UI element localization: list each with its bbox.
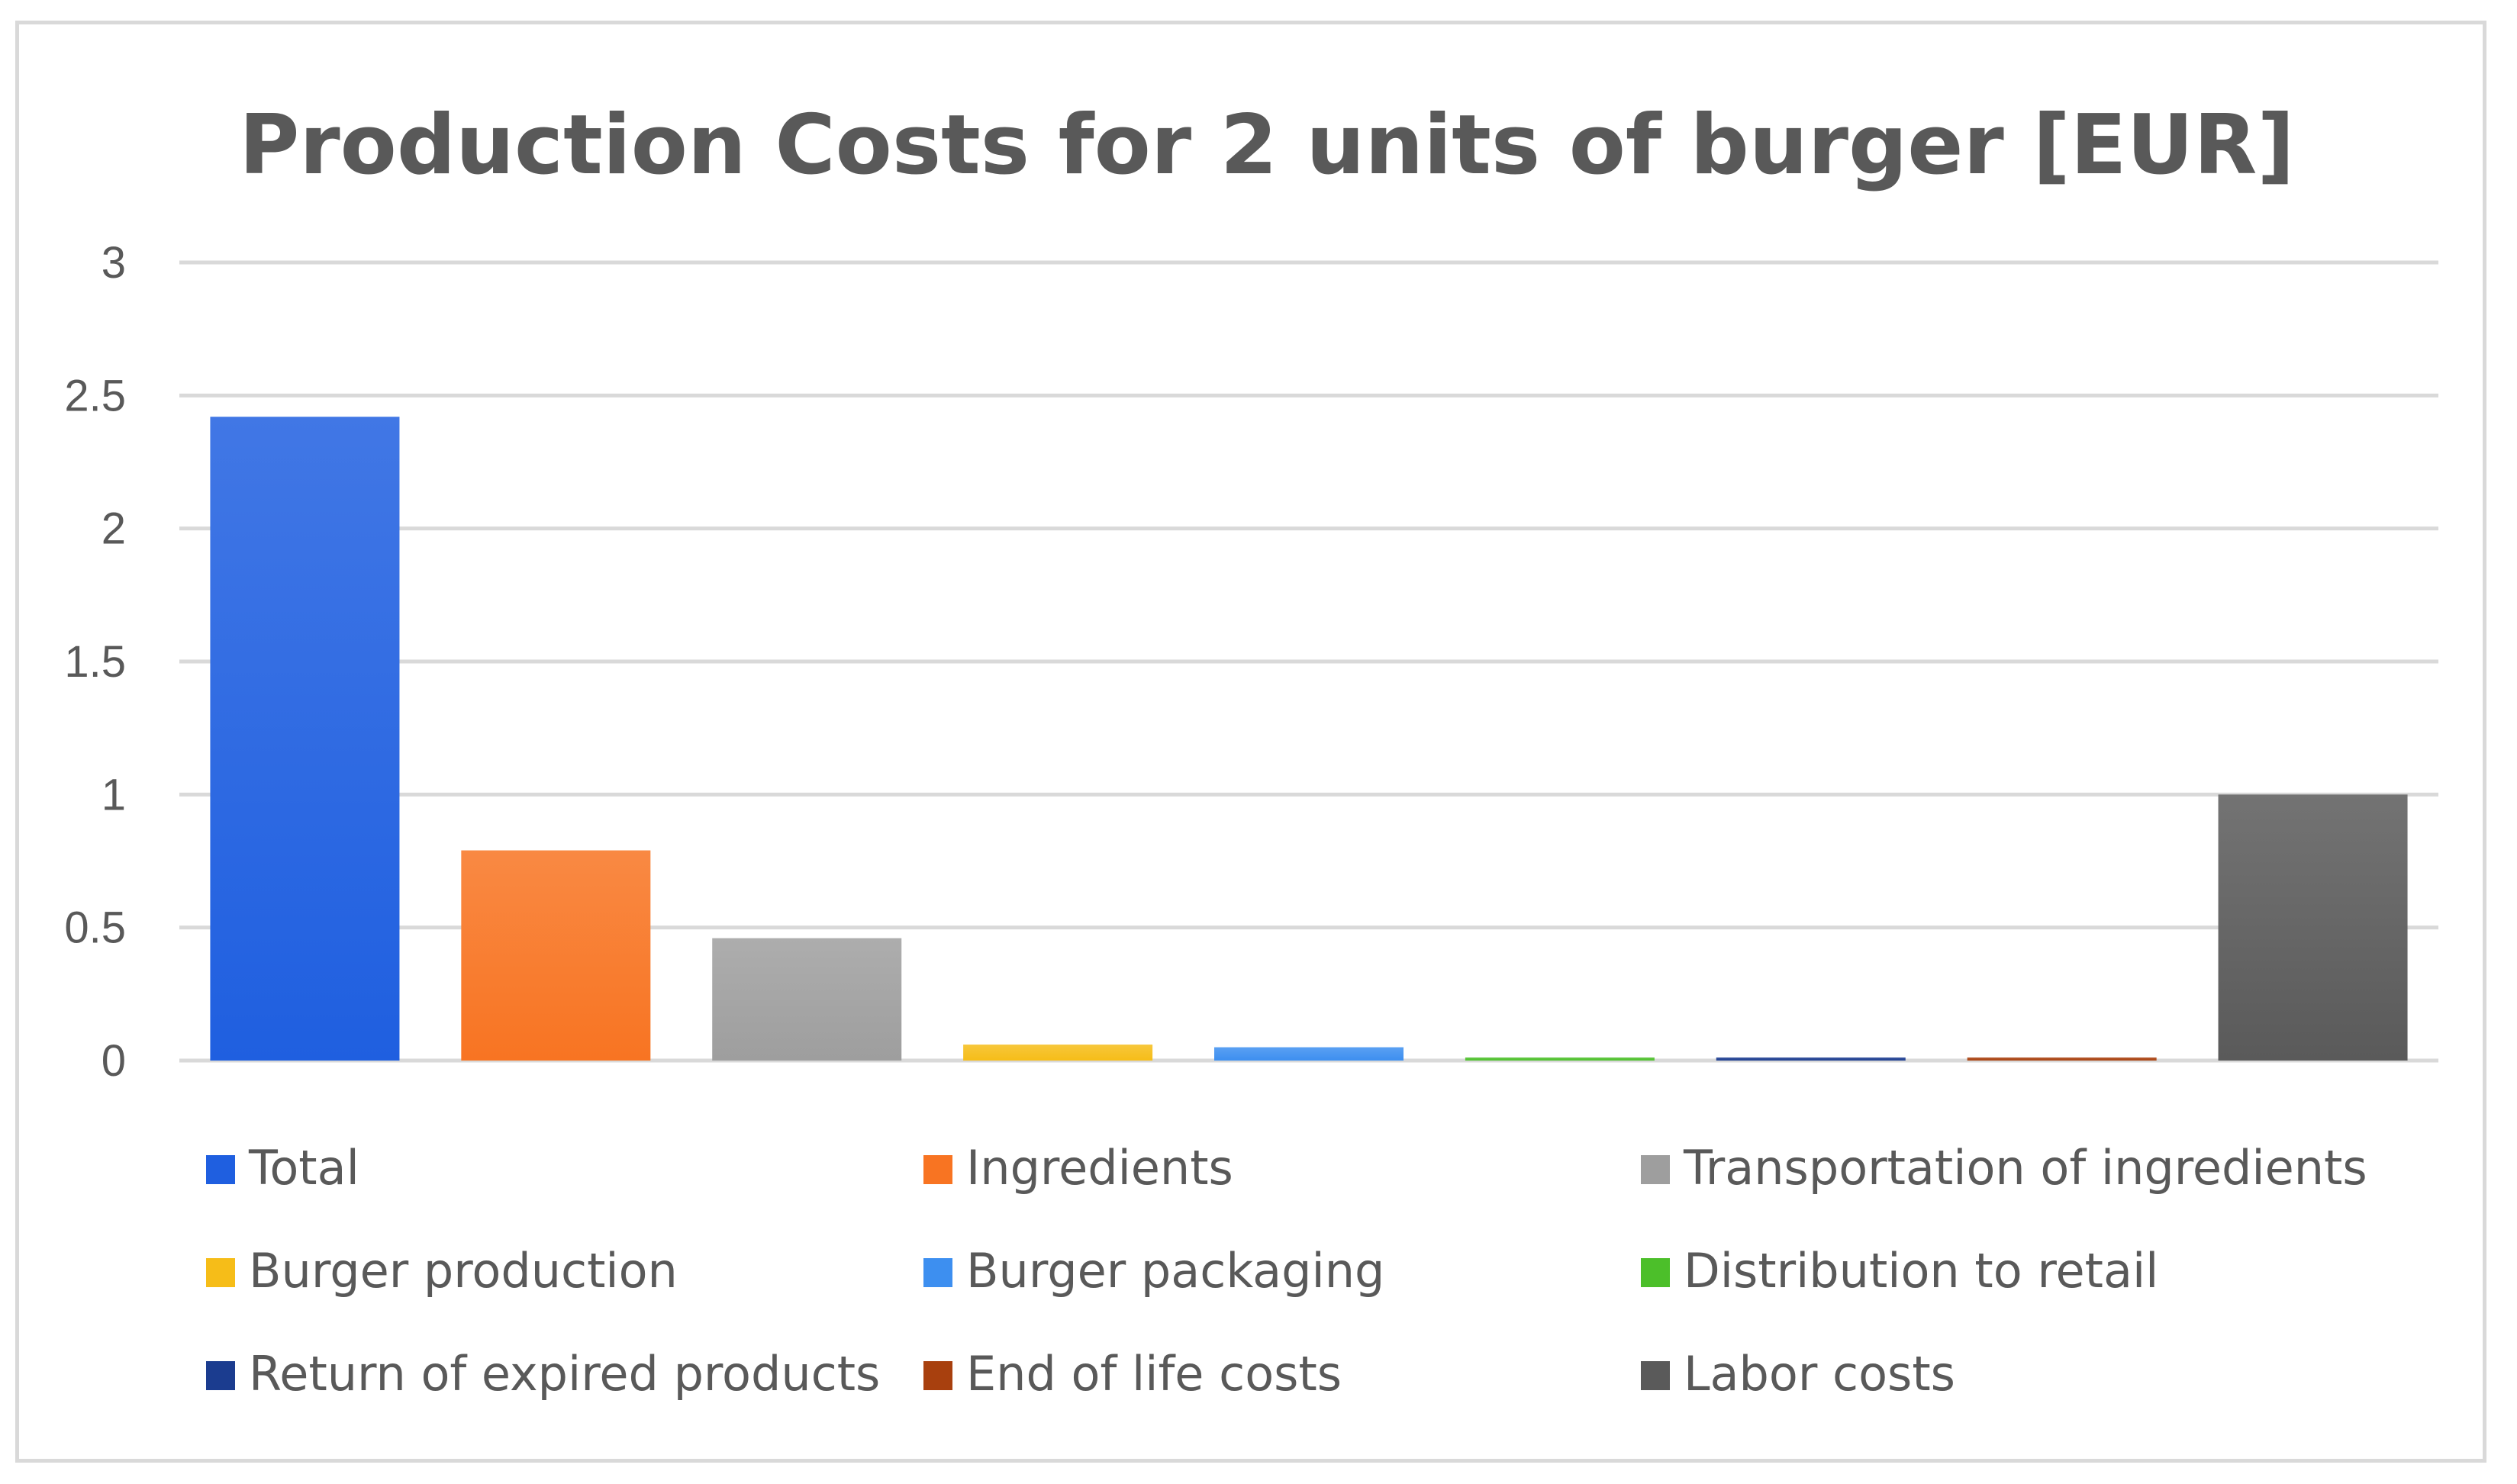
y-tick-label: 2.5	[64, 371, 126, 420]
bar-end-of-life-costs	[1967, 1057, 2157, 1061]
legend-label: Labor costs	[1684, 1346, 1955, 1402]
bars	[210, 417, 2408, 1061]
legend-label: Burger production	[249, 1243, 678, 1299]
bar-distribution-to-retail	[1465, 1057, 1655, 1061]
bar-burger-production	[963, 1045, 1153, 1061]
bar-transportation-of-ingredients	[712, 938, 902, 1061]
bar-chart: Production Costs for 2 units of burger […	[64, 98, 2438, 1402]
legend-label: Burger packaging	[966, 1243, 1384, 1299]
legend: Total Ingredients Transportation of ingred…	[206, 1140, 2367, 1402]
bar-ingredients	[461, 850, 651, 1061]
legend-label: Return of expired products	[249, 1346, 880, 1402]
y-tick-label: 3	[102, 238, 126, 288]
bar-total	[210, 417, 400, 1061]
legend-label: Transportation of ingredients	[1683, 1140, 2367, 1196]
y-tick-label: 1	[102, 770, 126, 819]
legend-swatch	[1641, 1361, 1670, 1390]
y-axis-ticks: 0 0.5 1 1.5 2 2.5 3	[64, 238, 126, 1086]
y-tick-label: 2	[102, 504, 126, 554]
y-tick-label: 0	[102, 1036, 126, 1086]
y-tick-label: 0.5	[64, 903, 126, 953]
legend-swatch	[923, 1155, 952, 1184]
legend-swatch	[1641, 1155, 1670, 1184]
legend-swatch	[923, 1258, 952, 1287]
chart-title: Production Costs for 2 units of burger […	[239, 98, 2295, 193]
legend-label: Distribution to retail	[1684, 1243, 2158, 1299]
bar-return-of-expired-products	[1716, 1057, 1906, 1061]
legend-label: End of life costs	[966, 1346, 1342, 1402]
bar-labor-costs	[2218, 794, 2408, 1061]
legend-swatch	[923, 1361, 952, 1390]
legend-label: Total	[248, 1140, 359, 1196]
legend-swatch	[206, 1155, 235, 1184]
chart-frame: Production Costs for 2 units of burger […	[15, 21, 2486, 1463]
bar-burger-packaging	[1214, 1047, 1404, 1061]
legend-swatch	[206, 1258, 235, 1287]
legend-label: Ingredients	[966, 1140, 1233, 1196]
legend-swatch	[206, 1361, 235, 1390]
legend-swatch	[1641, 1258, 1670, 1287]
y-tick-label: 1.5	[64, 637, 126, 687]
